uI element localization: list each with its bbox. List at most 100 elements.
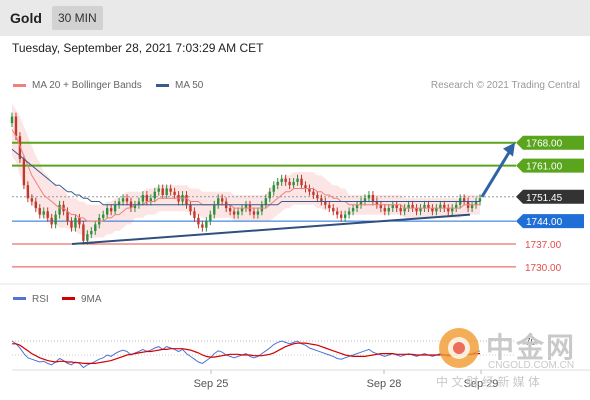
candle-body xyxy=(165,188,168,195)
candle-body xyxy=(332,208,335,212)
candle-body xyxy=(205,221,208,228)
candle xyxy=(316,191,319,203)
trend-line xyxy=(71,213,471,246)
instrument-title: Gold xyxy=(10,10,42,26)
candle-body xyxy=(161,188,164,195)
candle xyxy=(209,210,212,226)
candle-body xyxy=(201,224,204,228)
candle xyxy=(339,210,343,222)
candle xyxy=(109,204,113,216)
candle xyxy=(70,217,73,232)
legend-ma20-label: MA 20 + Bollinger Bands xyxy=(32,80,142,91)
x-tick-label: Sep 28 xyxy=(367,378,402,390)
candle xyxy=(423,200,426,212)
candle-body xyxy=(455,204,458,209)
candle-body xyxy=(14,116,18,137)
candle xyxy=(375,197,379,209)
candle xyxy=(217,194,220,209)
candle-body xyxy=(169,188,172,192)
candle-body xyxy=(470,204,474,209)
legend-rsi-swatch xyxy=(13,297,26,300)
candle-body xyxy=(474,201,478,205)
candle-body xyxy=(240,208,244,212)
candle xyxy=(38,204,41,219)
timestamp: Tuesday, September 28, 2021 7:03:29 AM C… xyxy=(12,41,264,55)
candle xyxy=(193,207,196,222)
candle-body xyxy=(312,191,315,195)
candle-body xyxy=(339,214,343,218)
candle-body xyxy=(109,208,113,212)
candle xyxy=(10,112,14,127)
candle xyxy=(343,210,347,222)
candle xyxy=(117,197,121,209)
candle-body xyxy=(173,191,176,195)
candle xyxy=(367,191,371,203)
watermark-url: CNGOLD.COM.CN xyxy=(488,360,575,371)
level-tag-0: 1768.00 xyxy=(516,135,584,150)
candle xyxy=(205,217,208,232)
candle-body xyxy=(125,198,129,202)
legend-9ma-label: 9MA xyxy=(81,294,102,305)
candle-body xyxy=(363,198,367,202)
legend-ma50: MA 50 xyxy=(156,80,203,91)
candle-body xyxy=(22,159,26,186)
candle-body xyxy=(217,198,220,205)
candle-body xyxy=(66,211,69,222)
candle xyxy=(411,200,414,212)
candle-body xyxy=(78,217,81,225)
legend-rsi-label: RSI xyxy=(32,294,49,305)
candle-body xyxy=(30,198,34,202)
candle xyxy=(332,204,335,216)
candle xyxy=(431,204,434,216)
candle-body xyxy=(193,211,196,218)
candle xyxy=(427,200,430,212)
candle xyxy=(304,181,307,193)
candle-body xyxy=(185,195,188,205)
candle xyxy=(240,204,244,216)
candle-body xyxy=(252,211,256,215)
candle xyxy=(363,194,367,206)
candle xyxy=(403,204,406,216)
candle-body xyxy=(462,198,466,202)
candle xyxy=(141,191,145,206)
candle-body xyxy=(117,201,121,205)
level-label-5: 1730.00 xyxy=(525,263,562,274)
candle xyxy=(213,200,216,219)
candle-body xyxy=(113,204,117,212)
candle xyxy=(280,174,283,186)
candle-body xyxy=(228,208,232,212)
candle xyxy=(78,213,81,229)
candle-body xyxy=(18,136,22,160)
candle-body xyxy=(189,204,192,212)
candle-body xyxy=(375,201,379,205)
candle xyxy=(197,213,200,229)
candle xyxy=(74,213,77,232)
candle xyxy=(173,187,176,199)
candle-body xyxy=(387,208,390,212)
candle xyxy=(451,204,454,216)
timeframe-button[interactable]: 30 MIN xyxy=(52,6,103,30)
level-tag-2: 1751.45 xyxy=(516,189,584,204)
candle-body xyxy=(145,195,149,202)
candle-body xyxy=(403,208,406,212)
ma50-line xyxy=(11,148,480,206)
candle-body xyxy=(415,208,418,212)
legend-ma20-swatch xyxy=(13,83,26,87)
candle xyxy=(288,178,291,190)
candle xyxy=(232,207,236,219)
candle xyxy=(102,210,105,222)
candle-body xyxy=(256,211,260,215)
candle-body xyxy=(443,204,446,209)
candle xyxy=(264,194,268,209)
projection-arrow-head xyxy=(503,142,515,157)
candle-body xyxy=(411,204,414,209)
candle xyxy=(443,200,446,212)
candle-body xyxy=(10,116,14,124)
candle xyxy=(395,200,398,212)
candle-body xyxy=(296,178,299,182)
candle-body xyxy=(423,204,426,209)
x-tick-label: Sep 29 xyxy=(464,378,499,390)
legend-ma20: MA 20 + Bollinger Bands xyxy=(13,80,142,91)
candle xyxy=(137,197,141,209)
candle xyxy=(228,204,232,216)
